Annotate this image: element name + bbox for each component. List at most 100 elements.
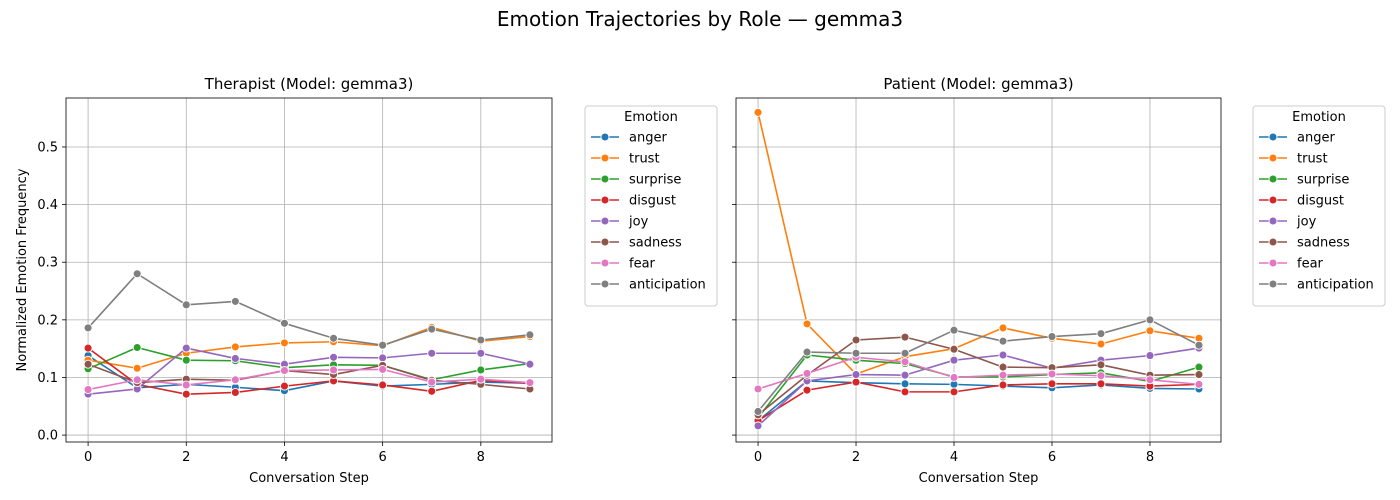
plot-frame bbox=[65, 97, 553, 443]
legend-label-joy: joy bbox=[1296, 215, 1317, 230]
fear-point bbox=[753, 384, 763, 394]
x-tick-label: 8 bbox=[477, 450, 485, 465]
fear-point bbox=[1047, 369, 1057, 379]
joy-point bbox=[525, 359, 535, 369]
trust-point bbox=[753, 107, 763, 117]
disgust-point bbox=[802, 385, 812, 395]
legend-swatch-marker bbox=[1268, 174, 1278, 184]
legend-swatch-marker bbox=[1268, 153, 1278, 163]
panel-title: Therapist (Model: gemma3) bbox=[204, 75, 414, 93]
joy-point bbox=[949, 355, 959, 365]
y-tick-label: 0.5 bbox=[37, 140, 58, 155]
legend-label-anticipation: anticipation bbox=[629, 278, 706, 293]
anticipation-point bbox=[1145, 315, 1155, 325]
sadness-point bbox=[1194, 370, 1204, 380]
x-tick-label: 0 bbox=[754, 450, 762, 465]
anticipation-point bbox=[476, 335, 486, 345]
anticipation-point bbox=[851, 348, 861, 358]
x-tick-label: 2 bbox=[852, 450, 860, 465]
anticipation-point bbox=[280, 318, 289, 328]
legend-label-fear: fear bbox=[1297, 257, 1324, 272]
y-axis-label: Normalized Emotion Frequency bbox=[15, 168, 30, 371]
plot-frame bbox=[735, 97, 1222, 443]
anticipation-line bbox=[87, 272, 530, 347]
anticipation-point bbox=[1096, 329, 1106, 339]
x-axis-label: Conversation Step bbox=[919, 471, 1039, 486]
series-anticipation bbox=[83, 269, 535, 350]
legend: Emotion anger trust surprise disgust joy sadne… bbox=[584, 105, 718, 307]
legend-label-anticipation: anticipation bbox=[1297, 278, 1374, 293]
legend-swatch-marker bbox=[1268, 279, 1278, 289]
trust-point bbox=[1096, 339, 1106, 349]
legend-swatch-marker bbox=[600, 279, 610, 289]
anticipation-point bbox=[900, 348, 910, 358]
fear-point bbox=[900, 357, 910, 367]
legend-label-sadness: sadness bbox=[629, 236, 682, 251]
legend-swatch-marker bbox=[1268, 237, 1278, 247]
fear-point bbox=[132, 375, 142, 385]
sadness-point bbox=[900, 332, 910, 342]
disgust-point bbox=[949, 387, 959, 397]
legend-title: Emotion bbox=[1292, 110, 1346, 125]
legend-swatch-marker bbox=[600, 153, 610, 163]
anticipation-point bbox=[230, 296, 240, 306]
fear-point bbox=[280, 366, 289, 375]
disgust-point bbox=[1096, 379, 1106, 389]
anger-point bbox=[900, 379, 910, 389]
legend-swatch-marker bbox=[1268, 258, 1278, 268]
joy-point bbox=[476, 348, 486, 358]
fear-point bbox=[949, 373, 959, 382]
disgust-point bbox=[427, 386, 437, 396]
surprise-point bbox=[1194, 362, 1204, 372]
sadness-point bbox=[998, 362, 1008, 372]
fear-point bbox=[427, 377, 437, 387]
legend-label-anger: anger bbox=[629, 131, 667, 146]
anticipation-point bbox=[329, 333, 338, 343]
fear-point bbox=[83, 385, 93, 395]
x-tick-label: 0 bbox=[84, 450, 92, 465]
fear-point bbox=[378, 364, 388, 374]
trust-point bbox=[998, 323, 1008, 333]
trust-line bbox=[757, 112, 1200, 375]
fear-point bbox=[476, 374, 486, 384]
disgust-point bbox=[83, 343, 93, 353]
series-fear bbox=[753, 352, 1204, 394]
fear-point bbox=[181, 380, 191, 390]
trust-point bbox=[280, 338, 289, 348]
disgust-point bbox=[851, 377, 861, 387]
anticipation-point bbox=[949, 325, 959, 335]
trust-point bbox=[802, 319, 812, 329]
legend-swatch-marker bbox=[600, 132, 610, 142]
legend-box bbox=[1252, 105, 1386, 307]
surprise-line bbox=[87, 346, 531, 381]
joy-point bbox=[998, 350, 1008, 360]
sadness-point bbox=[83, 359, 93, 369]
anticipation-point bbox=[525, 330, 535, 340]
legend-label-anger: anger bbox=[1297, 131, 1335, 146]
legend-label-trust: trust bbox=[1297, 152, 1328, 167]
y-tick-label: 0.4 bbox=[37, 198, 58, 213]
fear-point bbox=[1145, 375, 1155, 385]
disgust-point bbox=[1047, 379, 1057, 389]
legend: Emotion anger trust surprise disgust joy sadne… bbox=[1252, 105, 1386, 307]
disgust-point bbox=[230, 387, 240, 397]
patient-panel: 0 2 4 6 8 Patient (Model: gemma3) Conversation… bbox=[732, 75, 1386, 486]
legend-label-fear: fear bbox=[629, 257, 656, 272]
disgust-line bbox=[757, 381, 1199, 422]
legend-swatch-marker bbox=[600, 216, 610, 226]
fear-point bbox=[329, 365, 338, 375]
legend-label-surprise: surprise bbox=[1297, 173, 1349, 188]
sadness-point bbox=[1096, 360, 1106, 370]
joy-point bbox=[1145, 351, 1155, 361]
anticipation-point bbox=[181, 300, 191, 310]
anticipation-point bbox=[83, 323, 93, 333]
fear-point bbox=[802, 368, 812, 378]
fear-point bbox=[1194, 379, 1204, 389]
x-tick-label: 4 bbox=[950, 450, 958, 465]
anticipation-line bbox=[757, 319, 1200, 412]
surprise-point bbox=[132, 343, 142, 352]
series-joy bbox=[83, 343, 535, 399]
x-tick-label: 6 bbox=[1048, 450, 1056, 465]
y-tick-label: 0.3 bbox=[37, 256, 58, 271]
anticipation-point bbox=[378, 340, 388, 350]
